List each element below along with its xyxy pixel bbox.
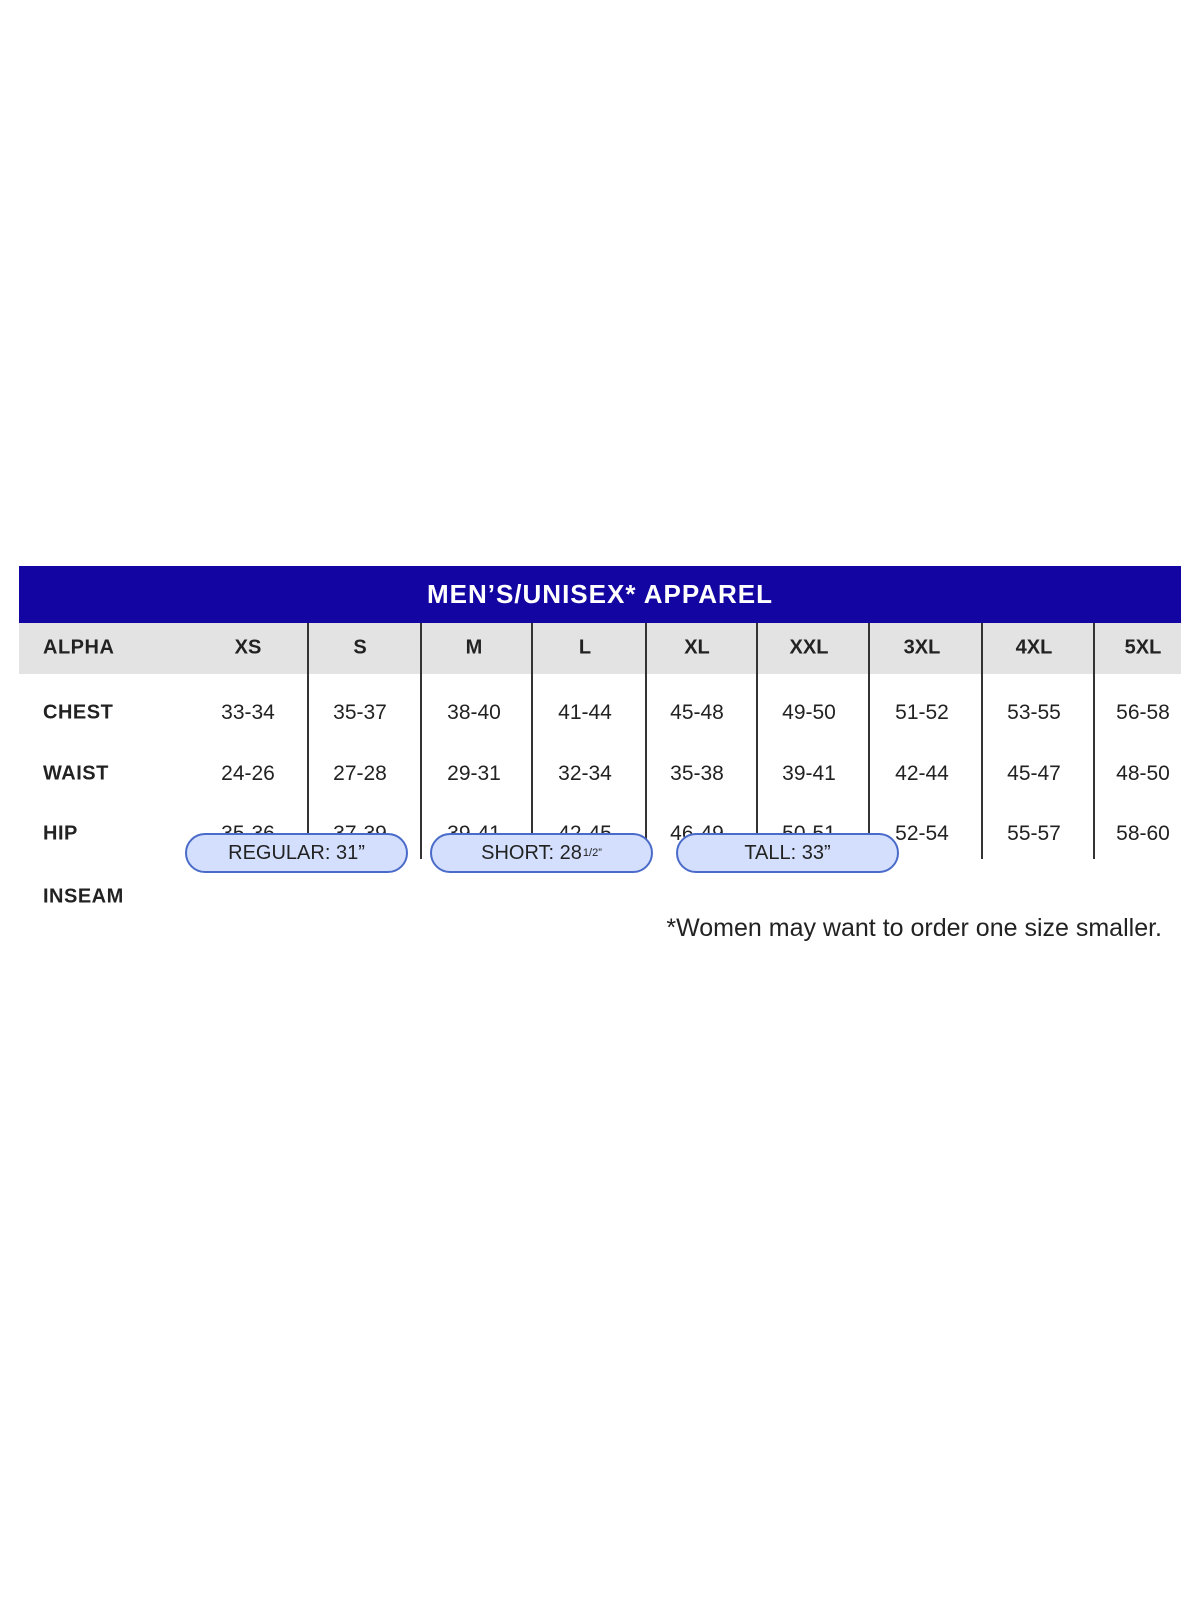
column-divider (1093, 623, 1095, 859)
table-cell: 38-40 (447, 701, 501, 724)
size-header: XS (234, 636, 262, 659)
column-divider (531, 623, 533, 859)
table-title: MEN’S/UNISEX* APPAREL (19, 566, 1181, 623)
size-header: 4XL (1015, 636, 1053, 659)
size-header: M (465, 636, 483, 659)
table-cell: 24-26 (221, 762, 275, 785)
pill-text: SHORT: 28 (481, 841, 582, 864)
size-header: XXL (789, 636, 829, 659)
table-cell: 32-34 (558, 762, 612, 785)
column-divider (756, 623, 758, 859)
footnote: *Women may want to order one size smalle… (666, 914, 1162, 942)
column-divider (645, 623, 647, 859)
column-divider (307, 623, 309, 859)
row-label: CHEST (43, 701, 114, 724)
column-divider (981, 623, 983, 859)
column-divider (420, 623, 422, 859)
inseam-label: INSEAM (43, 885, 124, 908)
row-label: HIP (43, 822, 78, 845)
column-divider (868, 623, 870, 859)
size-header: XL (684, 636, 710, 659)
row-label: WAIST (43, 762, 109, 785)
table-cell: 27-28 (333, 762, 387, 785)
size-header: S (353, 636, 367, 659)
size-header: 3XL (903, 636, 941, 659)
table-cell: 52-54 (895, 822, 949, 845)
size-header: L (578, 636, 592, 659)
table-cell: 55-57 (1007, 822, 1061, 845)
table-cell: 58-60 (1116, 822, 1170, 845)
table-cell: 56-58 (1116, 701, 1170, 724)
table-cell: 35-37 (333, 701, 387, 724)
inseam-regular-pill: REGULAR: 31” (185, 833, 408, 873)
pill-superscript: 1/2” (582, 847, 602, 859)
pill-text: TALL: 33” (744, 841, 831, 864)
table-cell: 45-48 (670, 701, 724, 724)
inseam-tall-pill: TALL: 33” (676, 833, 899, 873)
header-label: ALPHA (43, 636, 115, 659)
size-header: 5XL (1124, 636, 1162, 659)
inseam-short-pill: SHORT: 28 1/2” (430, 833, 653, 873)
table-cell: 39-41 (782, 762, 836, 785)
table-cell: 51-52 (895, 701, 949, 724)
table-cell: 42-44 (895, 762, 949, 785)
header-row-background (19, 623, 1181, 674)
table-cell: 49-50 (782, 701, 836, 724)
table-cell: 35-38 (670, 762, 724, 785)
table-cell: 45-47 (1007, 762, 1061, 785)
pill-text: REGULAR: 31” (228, 841, 365, 864)
table-cell: 53-55 (1007, 701, 1061, 724)
table-cell: 41-44 (558, 701, 612, 724)
table-cell: 29-31 (447, 762, 501, 785)
table-cell: 33-34 (221, 701, 275, 724)
table-cell: 48-50 (1116, 762, 1170, 785)
